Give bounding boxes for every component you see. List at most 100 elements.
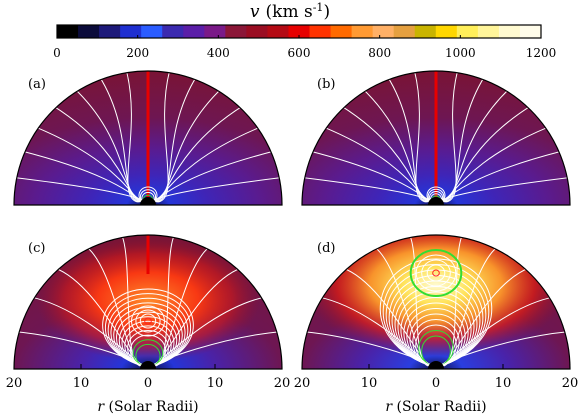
open-field-line [34,126,143,203]
panel-label-b: (b) [317,77,335,92]
panel-a-frame [13,70,283,206]
current-sheet-c [146,235,150,274]
x-tick-label: 10 [495,376,512,391]
closed-field-loop [124,325,172,368]
colorbar-cell [141,25,163,38]
closed-field-loop [121,320,175,368]
flux-rope-ring [144,317,152,325]
current-sheet-b [434,71,438,205]
panel-d-frame [301,234,571,370]
x-tick-label: 20 [274,376,291,391]
x-tick-label: 10 [361,376,378,391]
open-field-line [52,105,142,203]
panel-c: (c) 20 10 0 10 20 [6,234,291,391]
closed-field-loop [421,335,451,368]
closed-field-loop [409,313,463,368]
colorbar-cell [309,25,332,38]
closed-field-loop [118,316,178,368]
colorbar: 0 200 400 600 800 1000 1200 [53,24,557,60]
closed-field-loop [116,311,180,368]
closed-field-loop [400,296,472,368]
x-axis-label-d: r (Solar Radii) [385,399,486,415]
flux-rope-ring [139,313,157,329]
open-field-line [340,105,430,203]
sun-disk-a [140,197,156,205]
x-tick-label: 20 [6,376,23,391]
closed-field-loop [105,293,191,368]
closed-field-loop [418,329,454,368]
colorbar-cell [78,25,100,38]
closed-field-loop [426,186,446,204]
x-axis-label-c: r (Solar Radii) [97,399,198,415]
cme-front-c [36,238,260,362]
open-field-line [443,87,511,203]
colorbar-cell [393,25,416,38]
closed-field-loop [129,334,167,368]
colorbar-cell [435,25,458,38]
open-field-line [413,71,426,203]
open-field-line [153,126,262,203]
colorbar-cell [57,25,79,38]
closed-field-loop [412,318,460,368]
colorbar-tick-label: 0 [53,46,61,60]
open-field-line [98,75,140,203]
colorbar-cell [225,25,247,38]
open-field-line [125,71,138,203]
open-field-line [442,105,532,203]
panel-b-frame [301,70,571,206]
colorbar-cell [414,25,437,38]
open-field-line [441,126,550,203]
colorbar-cell [288,25,311,38]
closed-field-loop [427,188,445,204]
colorbar-tick-label: 400 [207,46,230,60]
open-field-line [446,71,459,203]
x-tick-label: 0 [432,376,440,391]
colorbar-tick-label: 200 [126,46,149,60]
colorbar-cell [183,25,205,38]
colorbar-cell [162,25,184,38]
closed-field-loop [113,306,183,368]
x-tick-label: 20 [562,376,579,391]
closed-field-loop [403,302,469,368]
flux-rope-ring [432,269,440,277]
closed-field-loop [397,291,475,368]
open-field-line [73,87,141,203]
colorbar-tick-label: 1200 [526,46,557,60]
panel-b: (b) [301,70,571,206]
closed-field-loop [110,302,186,368]
open-field-line [386,75,428,203]
closed-field-loop [415,324,457,368]
x-tick-label: 0 [144,376,152,391]
x-tick-label: 10 [73,376,90,391]
x-tick-label: 10 [207,376,224,391]
closed-field-loop [135,343,161,368]
closed-field-loop [139,189,157,204]
closed-field-loop [127,330,169,368]
colorbar-cell [267,25,289,38]
flux-rope-ring [135,309,161,333]
colorbar-tick-label: 1000 [445,46,476,60]
panel-label-a: (a) [28,77,46,92]
open-field-line [361,87,429,203]
closed-field-loop [138,186,158,204]
flux-rope-ring [131,305,165,337]
panel-label-c: (c) [28,241,45,256]
colorbar-cell [456,25,479,38]
open-field-line [322,126,431,203]
flux-rope-ring [409,249,463,297]
flux-rope-ring [421,259,451,287]
closed-field-loop [379,258,493,368]
colorbar-cell [246,25,268,38]
open-field-line [156,75,198,203]
open-field-line [158,71,171,203]
colorbar-cell [477,25,500,38]
open-field-line [155,87,223,203]
current-sheet-a [146,71,150,205]
closed-field-loop [406,307,466,368]
colorbar-tick-label: 600 [288,46,311,60]
closed-field-loop [107,297,189,368]
open-field-line [444,75,486,203]
panel-label-d: (d) [317,241,335,256]
colorbar-tick-label: 800 [368,46,391,60]
